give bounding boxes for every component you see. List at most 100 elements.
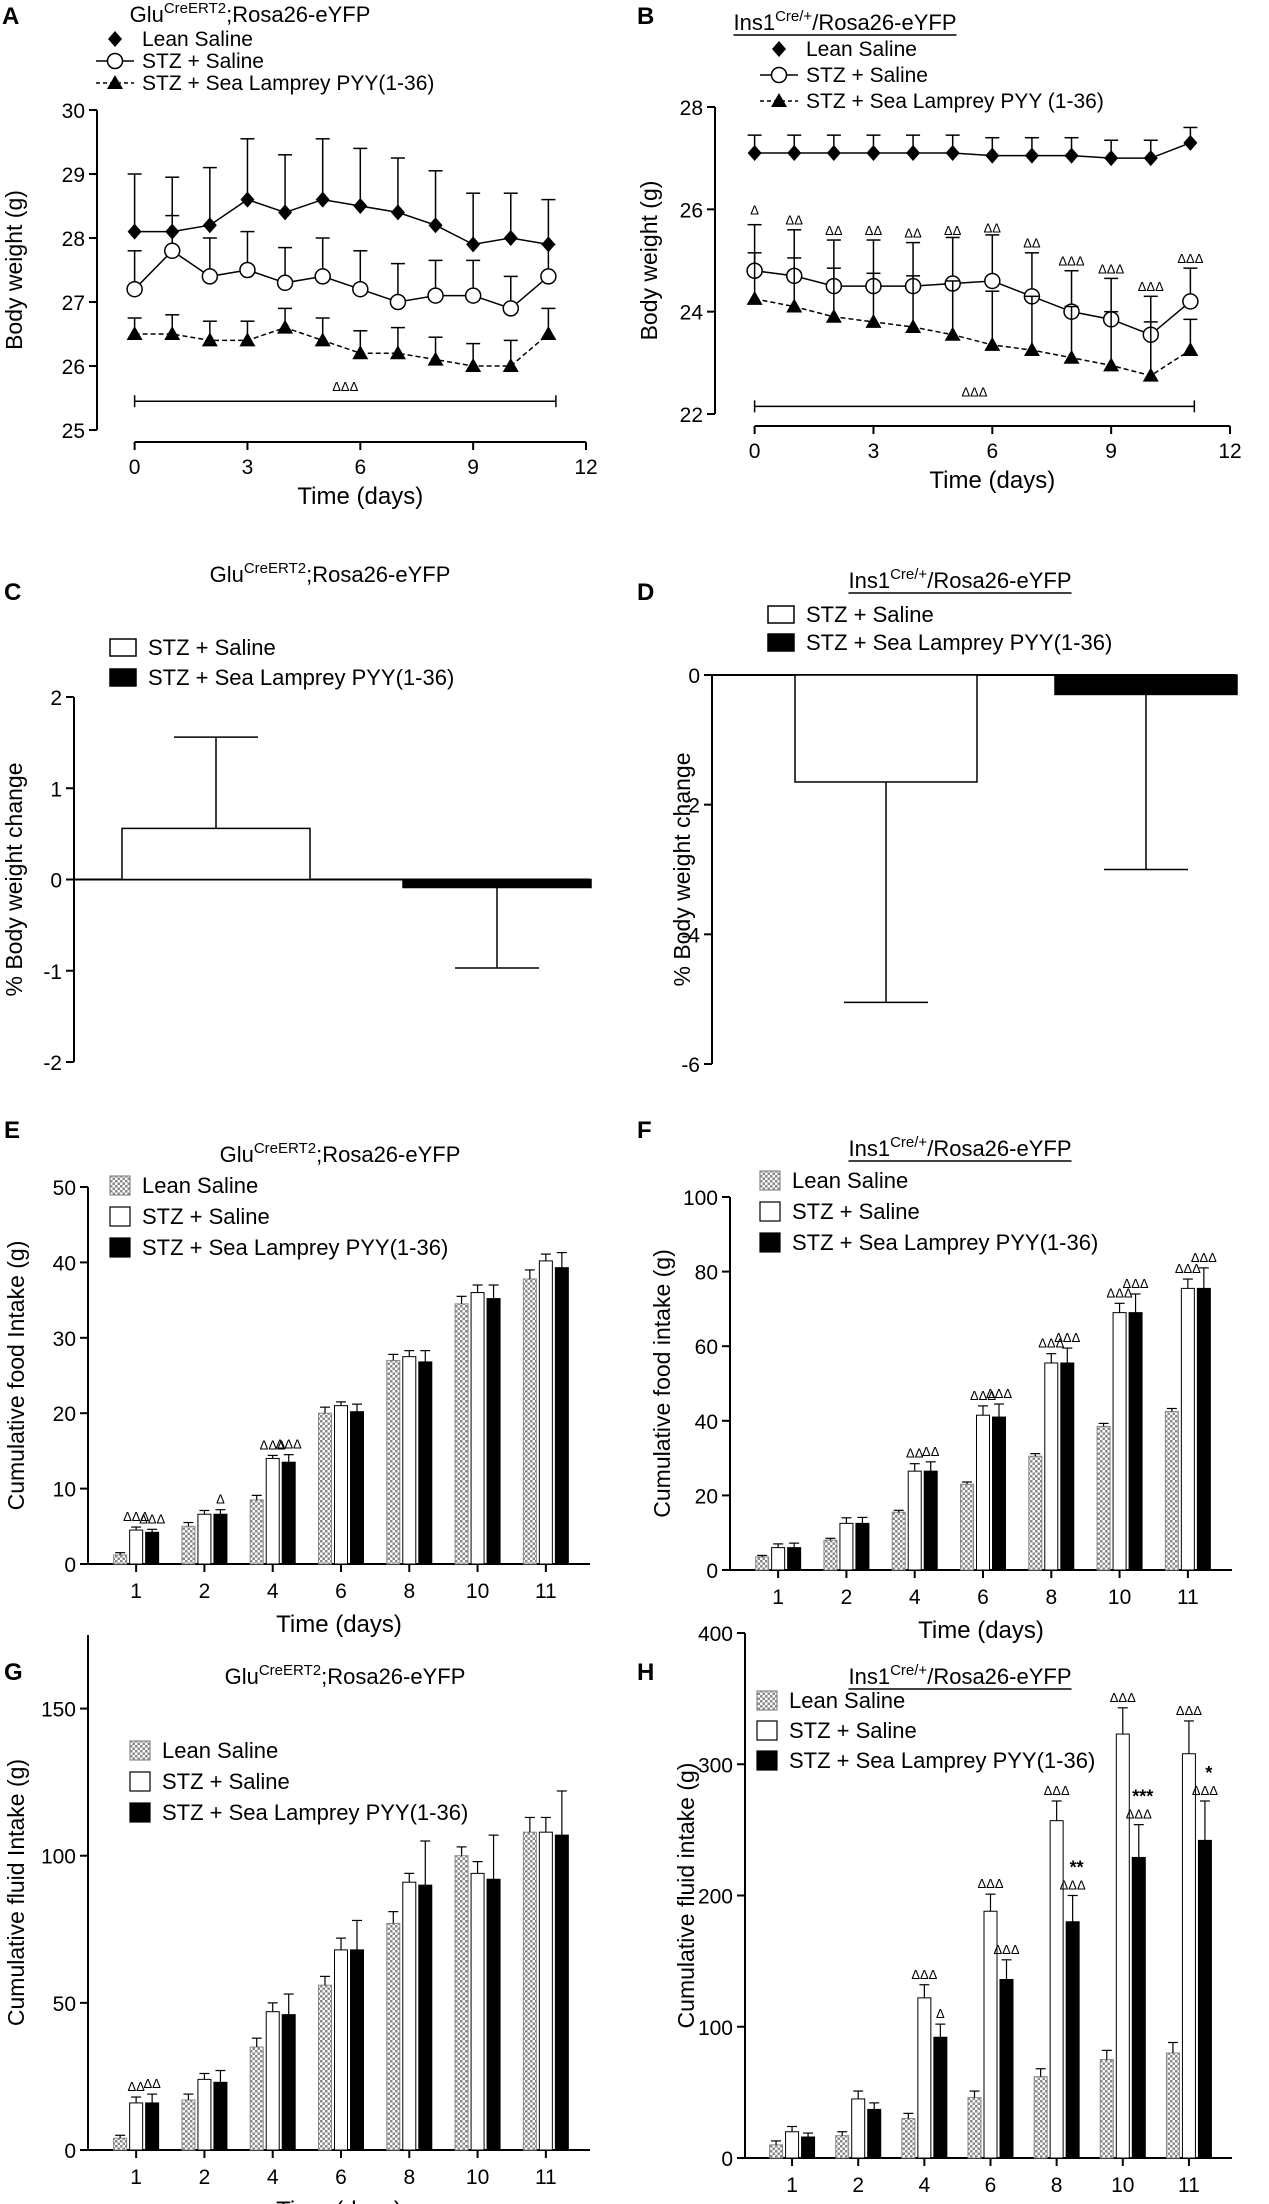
- y-tick-label: 0: [721, 2148, 733, 2171]
- bar-lean: [522, 1831, 537, 2151]
- bracket-label: ΔΔΔ: [961, 384, 987, 399]
- x-tick-label: 6: [354, 456, 366, 479]
- x-tick-label: 4: [267, 1580, 279, 1603]
- series-line: [134, 198, 549, 246]
- marker-triangle: [540, 326, 557, 340]
- significance-annotation: ΔΔΔ: [1054, 1330, 1080, 1345]
- marker-circle: [276, 274, 294, 292]
- panel-title: Ins1Cre/+/Rosa26-eYFP: [849, 1662, 1072, 1689]
- marker-diamond: [503, 230, 518, 246]
- legend-label: STZ + Sea Lamprey PYY(1-36): [162, 1800, 468, 1825]
- point-annotation: Δ: [750, 202, 759, 217]
- bar-saline: [1115, 1733, 1130, 2159]
- star-annotation: **: [1070, 1858, 1084, 1878]
- panel-letter: F: [637, 1117, 652, 1144]
- marker-triangle: [771, 93, 787, 107]
- significance-annotation: ΔΔΔ: [977, 1876, 1003, 1891]
- x-tick-label: 12: [574, 456, 597, 479]
- marker-diamond: [1064, 147, 1079, 164]
- legend-label: Lean Saline: [162, 1738, 278, 1763]
- y-axis-label: Cumulative food Intake (g): [3, 1241, 29, 1511]
- point-annotation: ΔΔ: [944, 223, 962, 238]
- x-axis-label: Time (days): [276, 1611, 402, 1638]
- legend-label: STZ + Saline: [162, 1769, 290, 1794]
- panel-title: GluCreERT2;Rosa26-eYFP: [225, 1662, 466, 1689]
- marker-diamond: [428, 217, 443, 234]
- point-annotation: ΔΔ: [825, 223, 843, 238]
- marker-diamond: [772, 41, 786, 57]
- marker-circle: [464, 287, 482, 304]
- bar-saline: [334, 1405, 348, 1565]
- marker-triangle: [427, 351, 444, 366]
- bar-lean: [113, 1554, 128, 1565]
- y-tick-label: 40: [53, 1252, 76, 1275]
- bar-pyy: [1065, 1921, 1080, 2159]
- panel-B: B Ins1Cre/+/Rosa26-eYFP 22 24 26 28 0 3 6 9 12 Time…: [636, 3, 1242, 494]
- x-tick-label: 11: [535, 2166, 557, 2189]
- x-tick-label: 2: [199, 2166, 211, 2189]
- x-tick-label: 6: [335, 2166, 347, 2189]
- y-tick-label: 50: [53, 1177, 76, 1200]
- bar-pyy: [1060, 1362, 1075, 1571]
- bar-saline: [121, 827, 311, 881]
- significance-annotation: ΔΔ: [127, 2079, 145, 2094]
- panel-F: F Ins1Cre/+/Rosa26-eYFP 0 20 40 60 80 100 Cumula…: [637, 1117, 1232, 1644]
- bar-saline: [1044, 1362, 1059, 1571]
- legend-swatch: [759, 1232, 781, 1253]
- series-line: [754, 269, 1191, 336]
- bar-pyy: [486, 1878, 501, 2151]
- star-annotation: ***: [1132, 1787, 1153, 1807]
- y-tick-label: 2: [50, 687, 62, 710]
- bar-pyy: [213, 1513, 228, 1565]
- bar-saline: [129, 1529, 144, 1565]
- y-tick-label: -2: [43, 1052, 62, 1075]
- bar-lean: [454, 1303, 469, 1565]
- x-tick-label: 2: [841, 1586, 853, 1609]
- bar-pyy: [486, 1298, 501, 1565]
- bar-saline: [839, 1522, 854, 1571]
- y-tick-label: 0: [688, 665, 700, 688]
- legend-label: Lean Saline: [806, 38, 917, 61]
- y-axis-label: % Body weight change: [669, 753, 695, 987]
- significance-annotation: ΔΔΔ: [1110, 1690, 1136, 1705]
- bar-saline: [129, 2102, 144, 2151]
- y-tick-label: 22: [680, 404, 703, 427]
- bar-pyy: [402, 878, 592, 889]
- marker-diamond: [127, 223, 142, 240]
- bar-lean: [960, 1483, 974, 1571]
- significance-annotation: ΔΔΔ: [1192, 1783, 1218, 1798]
- point-annotation: ΔΔ: [1023, 236, 1041, 251]
- bar-lean: [249, 1499, 264, 1565]
- marker-triangle: [905, 319, 922, 334]
- significance-annotation: ΔΔΔ: [260, 1437, 286, 1452]
- marker-diamond: [747, 145, 762, 162]
- x-tick-label: 12: [1218, 440, 1241, 463]
- bar-saline: [771, 1547, 786, 1571]
- bar-saline: [785, 2131, 800, 2159]
- marker-diamond: [1183, 134, 1198, 151]
- significance-annotation: ΔΔΔ: [1038, 1336, 1064, 1351]
- y-tick-label: 50: [53, 1993, 76, 2016]
- bar-pyy: [801, 2136, 816, 2159]
- y-tick-label: 20: [53, 1403, 76, 1426]
- y-tick-label: 0: [64, 1554, 76, 1577]
- bar-lean: [318, 1984, 332, 2151]
- significance-annotation: ΔΔΔ: [1123, 1276, 1149, 1291]
- y-tick-label: -6: [681, 1054, 700, 1077]
- bar-lean: [1096, 1425, 1111, 1571]
- x-tick-label: 9: [1105, 440, 1117, 463]
- significance-annotation: ΔΔΔ: [970, 1388, 996, 1403]
- x-axis-label: Time (days): [276, 2197, 402, 2204]
- y-axis-label: Body weight (g): [1, 190, 27, 350]
- marker-triangle: [277, 319, 294, 334]
- bar-pyy: [787, 1547, 802, 1571]
- marker-triangle: [107, 75, 123, 89]
- marker-circle: [984, 272, 1001, 290]
- marker-diamond: [278, 204, 293, 221]
- point-annotation: ΔΔΔ: [1138, 279, 1164, 294]
- marker-circle: [201, 268, 219, 285]
- legend-label: STZ + Saline: [148, 635, 276, 660]
- bar-pyy: [554, 1267, 569, 1565]
- marker-triangle: [865, 313, 882, 328]
- x-tick-label: 8: [1051, 2174, 1063, 2197]
